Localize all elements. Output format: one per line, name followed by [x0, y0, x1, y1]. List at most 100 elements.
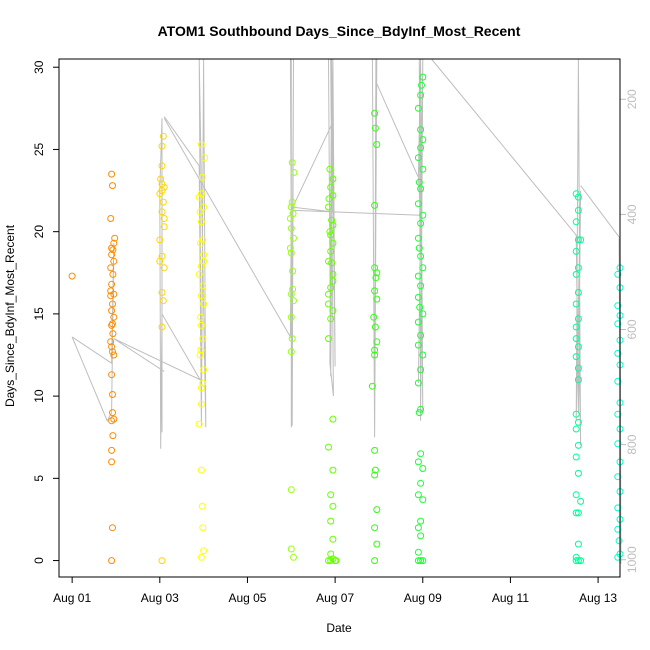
data-point: [329, 221, 337, 229]
data-point: [329, 502, 337, 510]
data-point: [414, 524, 422, 532]
data-point: [200, 251, 208, 259]
x-tick-label: Aug 11: [492, 591, 529, 605]
data-point: [414, 200, 422, 208]
data-point: [371, 466, 379, 474]
data-point: [371, 323, 379, 331]
data-point: [287, 249, 295, 257]
data-point: [109, 300, 116, 308]
data-point: [110, 313, 118, 321]
data-point: [414, 379, 422, 387]
data-point: [288, 335, 296, 343]
data-point: [574, 343, 582, 351]
data-point: [109, 409, 116, 417]
data-point: [199, 379, 207, 387]
data-point: [419, 465, 427, 472]
data-point: [109, 524, 116, 532]
data-point: [327, 247, 335, 255]
data-point: [328, 216, 336, 224]
data-point: [158, 289, 166, 296]
data-point: [329, 270, 337, 278]
y2-tick-label: 1000: [625, 546, 639, 573]
data-point: [419, 496, 427, 504]
data-point: [157, 175, 165, 183]
data-point: [108, 170, 116, 178]
plot-box: [58, 58, 621, 578]
data-point: [158, 557, 166, 565]
data-point: [574, 418, 582, 426]
data-point: [574, 289, 582, 296]
data-point: [197, 346, 205, 354]
data-point: [288, 198, 296, 206]
data-point: [614, 320, 622, 328]
data-point: [107, 215, 115, 222]
data-point: [574, 193, 582, 201]
data-point: [577, 557, 585, 565]
data-point: [329, 175, 337, 183]
data-point: [572, 270, 580, 278]
x-tick-label: Aug 03: [141, 591, 179, 605]
data-point: [419, 73, 427, 81]
data-point: [289, 210, 297, 218]
data-point: [200, 257, 208, 265]
data-point: [417, 331, 425, 339]
data-point: [327, 231, 335, 239]
data-point: [287, 203, 295, 211]
data-point: [371, 124, 379, 132]
data-point: [196, 351, 204, 359]
data-point: [574, 364, 582, 372]
y2-tick-label: 600: [625, 319, 639, 339]
data-point: [197, 218, 205, 226]
data-point: [326, 165, 334, 173]
data-point: [160, 264, 168, 272]
data-point: [195, 193, 203, 201]
data-point: [158, 323, 166, 331]
data-point: [614, 302, 622, 310]
data-point: [329, 535, 337, 543]
data-point: [327, 491, 335, 499]
data-point: [107, 338, 115, 346]
data-point: [614, 377, 622, 385]
data-point: [614, 473, 622, 481]
data-point: [159, 132, 167, 140]
data-point: [371, 557, 379, 565]
data-point: [373, 141, 381, 148]
data-point: [572, 453, 580, 461]
data-point: [574, 441, 582, 449]
data-point: [414, 458, 422, 466]
data-point: [200, 547, 208, 555]
y-tick-label: 15: [32, 307, 46, 321]
data-point: [327, 284, 335, 292]
data-point: [290, 297, 297, 305]
y2-tick-label: 200: [625, 89, 639, 109]
data-point: [329, 239, 337, 247]
data-point: [158, 162, 166, 170]
data-point: [419, 211, 427, 219]
data-point: [577, 236, 585, 244]
y-tick-label: 30: [32, 60, 46, 74]
data-point: [109, 246, 117, 254]
data-point: [371, 346, 379, 354]
data-point: [371, 446, 379, 454]
data-point: [417, 479, 425, 487]
data-point: [572, 323, 580, 331]
y-tick-label: 5: [32, 475, 46, 482]
data-point: [572, 509, 580, 517]
data-point: [108, 557, 116, 565]
data-point: [325, 335, 332, 343]
data-point: [325, 443, 332, 451]
y2-tick-label: 400: [625, 204, 639, 224]
data-point: [414, 272, 422, 280]
data-point: [332, 557, 340, 565]
data-point: [614, 504, 622, 512]
data-point: [107, 264, 115, 272]
data-point: [414, 491, 422, 499]
data-point: [287, 545, 295, 553]
data-point: [108, 280, 116, 288]
data-point: [417, 144, 425, 152]
data-point: [371, 109, 379, 117]
data-point: [197, 292, 205, 300]
data-point: [329, 277, 337, 285]
data-point: [329, 415, 337, 423]
